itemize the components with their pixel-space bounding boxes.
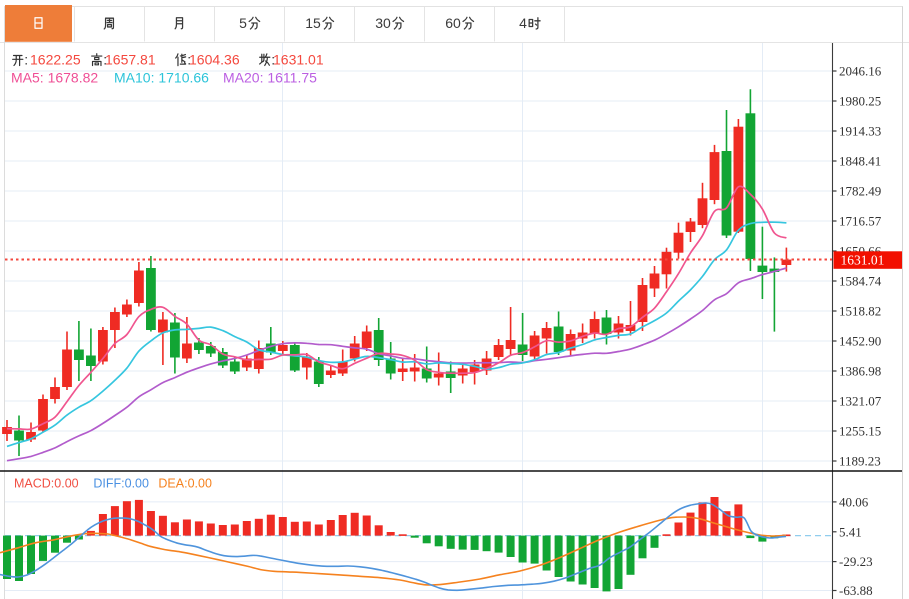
svg-text:1716.57: 1716.57: [839, 214, 882, 229]
svg-text:1622.25: 1622.25: [30, 52, 81, 68]
svg-text:1914.33: 1914.33: [839, 124, 881, 139]
svg-text:1321.07: 1321.07: [839, 394, 882, 409]
svg-text:1657.81: 1657.81: [105, 52, 156, 68]
svg-text::: :: [103, 52, 107, 68]
svg-text:-63.88: -63.88: [839, 583, 873, 598]
svg-text:1518.82: 1518.82: [839, 304, 881, 319]
svg-text:1980.25: 1980.25: [839, 94, 881, 109]
svg-text:60: 60: [445, 15, 461, 31]
svg-text:5: 5: [239, 15, 247, 31]
svg-text:MA20: 1611.75: MA20: 1611.75: [223, 70, 317, 86]
svg-text:1189.23: 1189.23: [839, 454, 881, 469]
svg-text:1631.01: 1631.01: [273, 52, 324, 68]
svg-text:DIFF:0.00: DIFF:0.00: [93, 477, 149, 491]
svg-text:1848.41: 1848.41: [839, 154, 881, 169]
svg-text:40.06: 40.06: [839, 494, 869, 509]
svg-text:1584.74: 1584.74: [839, 274, 882, 289]
svg-text:1452.90: 1452.90: [839, 334, 881, 349]
svg-text:MA10: 1710.66: MA10: 1710.66: [114, 70, 209, 86]
svg-text:DEA:0.00: DEA:0.00: [158, 477, 212, 491]
svg-text::: :: [187, 52, 191, 68]
svg-text:15: 15: [305, 15, 321, 31]
svg-text:2046.16: 2046.16: [839, 64, 882, 79]
svg-text:30: 30: [375, 15, 391, 31]
svg-text::: :: [24, 52, 28, 68]
svg-text:5.41: 5.41: [839, 524, 862, 539]
svg-text:-29.23: -29.23: [839, 554, 873, 569]
svg-text:1631.01: 1631.01: [841, 253, 885, 268]
svg-text:1255.15: 1255.15: [839, 424, 881, 439]
svg-text:MACD:0.00: MACD:0.00: [14, 477, 79, 491]
svg-text:1386.98: 1386.98: [839, 364, 881, 379]
svg-text:1782.49: 1782.49: [839, 184, 881, 199]
svg-text:1604.36: 1604.36: [189, 52, 240, 68]
svg-text::: :: [271, 52, 275, 68]
svg-text:MA5: 1678.82: MA5: 1678.82: [11, 70, 98, 86]
svg-text:4: 4: [519, 15, 527, 31]
